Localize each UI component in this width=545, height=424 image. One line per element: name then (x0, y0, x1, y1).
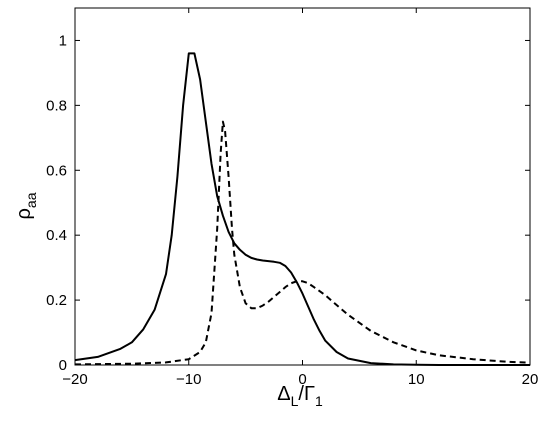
x-tick-label: 10 (408, 371, 425, 388)
x-tick-label: 0 (298, 371, 306, 388)
series-layer (74, 52, 531, 366)
x-tick-label: −20 (62, 371, 87, 388)
y-axis-label: ρaa (13, 192, 39, 219)
y-tick-label: 0 (59, 357, 67, 374)
y-tick-label: 0.2 (46, 292, 67, 309)
x-axis-label: ΔL/Γ1 (277, 383, 323, 409)
series-line-dashed (74, 120, 531, 366)
y-tick-label: 0.8 (46, 97, 67, 114)
y-tick-label: 1 (59, 32, 67, 49)
y-tick-label: 0.6 (46, 162, 67, 179)
x-tick-label: 20 (522, 371, 539, 388)
y-tick-label: 0.4 (46, 227, 67, 244)
series-line-solid (74, 52, 530, 366)
x-tick-label: −10 (176, 371, 201, 388)
ticks: −20 −10 0 10 20 0 0.2 0.4 0.6 0.8 1 (46, 8, 538, 388)
